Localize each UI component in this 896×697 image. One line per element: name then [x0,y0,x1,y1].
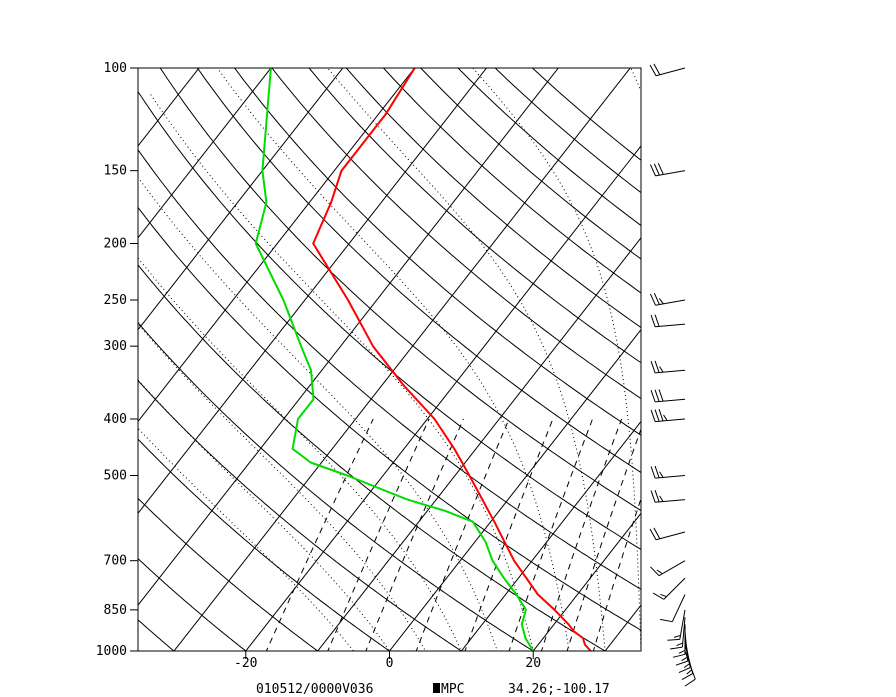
moist-adiabat-line [138,323,426,651]
temperature-trace [312,68,592,651]
temperature-tick-label: 20 [525,656,541,671]
dry-adiabat-line [345,68,641,329]
isotherm-line [173,68,631,651]
pressure-tick-label: 200 [104,237,127,252]
footer: 010512/0000V036 MPC 34.26;-100.17 [256,682,610,697]
mixing-ratio-line [464,418,554,651]
dry-adiabat-line [138,557,247,651]
dry-adiabat-line [138,619,175,651]
pressure-tick-label: 700 [104,554,127,569]
footer-box-icon [433,683,440,693]
wind-barb [650,389,686,403]
moist-adiabat-line [138,176,498,651]
wind-barb [650,360,686,374]
moist-adiabat-line [138,257,462,651]
wind-barbs [649,63,696,687]
pressure-tick-label: 500 [104,468,127,483]
wind-barb [667,609,686,641]
mixing-ratio-line [592,497,641,651]
isotherm-line [0,55,66,663]
isotherm-line [532,512,641,651]
dry-adiabat-line [196,68,641,474]
pressure-tick-label: 1000 [96,644,127,659]
isotherm-line [245,145,641,651]
background-grid [0,55,641,663]
wind-barb [650,465,686,479]
footer-location: 34.26;-100.17 [508,682,610,697]
wind-barb [650,560,686,577]
dry-adiabat-line [138,206,641,631]
wind-barb [649,162,686,177]
moist-adiabat-line [148,91,534,651]
pressure-tick-label: 250 [104,293,127,308]
wind-barb [660,594,686,623]
isotherm-line [460,420,641,651]
dry-adiabat-line [138,148,641,590]
dry-adiabat-line [233,68,641,436]
footer-source: MPC [441,682,464,697]
isotherm-line [138,68,416,423]
isotherm-line [388,328,641,651]
footer-valid: 010512/0000V036 [256,682,373,697]
moist-adiabat-line [630,68,641,93]
profiles [254,68,592,651]
mixing-ratio-line [540,418,623,651]
isotherm-line [138,68,344,331]
wind-barb [650,409,686,423]
dry-adiabat-line [531,68,641,161]
dry-adiabat-line [159,68,641,512]
isotherm-line [138,68,559,606]
mixing-ratio-line [415,418,510,651]
isotherm-line [138,68,488,515]
mixing-ratio-line [365,418,464,651]
wind-barb [649,293,686,306]
moist-adiabat-line [327,68,606,651]
moist-adiabat-line [472,68,641,651]
dry-adiabat-line [138,321,535,651]
dry-adiabat-line [138,438,391,651]
moist-adiabat-line [216,68,570,651]
isotherm-line [138,68,200,147]
dry-adiabat-line [308,68,641,364]
plot-frame [137,67,642,652]
pressure-tick-label: 400 [104,412,127,427]
dry-adiabat-line [271,68,641,400]
wind-barb [684,650,696,687]
dewpoint-trace [254,68,535,651]
dry-adiabat-line [138,379,463,651]
dry-adiabat-line [457,68,641,227]
wind-barb [650,490,686,503]
moist-adiabat-line [138,379,391,651]
isotherm-line [0,55,137,663]
pressure-tick-label: 850 [104,603,127,618]
mixing-ratio-line [508,418,593,651]
mixing-ratio-line [327,418,430,651]
pressure-tick-label: 150 [104,164,127,179]
wind-barb [649,527,686,541]
temperature-axis: -20 0 20 [234,651,541,671]
isotherm-line [138,68,272,239]
temperature-tick-label: -20 [234,656,257,671]
moist-adiabat-line [138,427,355,651]
mixing-ratio-line [265,418,374,651]
pressure-tick-label: 100 [104,61,127,76]
isotherm-line [317,237,641,651]
pressure-axis: 100 150 200 250 300 400 500 700 850 1000 [96,61,138,659]
dry-adiabat-line [494,68,641,194]
temperature-tick-label: 0 [386,656,394,671]
wind-barb [649,63,686,77]
wind-barb [650,314,686,328]
dry-adiabat-line [138,264,607,651]
mixing-ratio-line [566,427,641,651]
dry-adiabat-line [138,90,641,551]
wind-barb [670,617,686,650]
pressure-tick-label: 300 [104,339,127,354]
dry-adiabat-line [382,68,641,294]
wind-barb [652,577,686,600]
